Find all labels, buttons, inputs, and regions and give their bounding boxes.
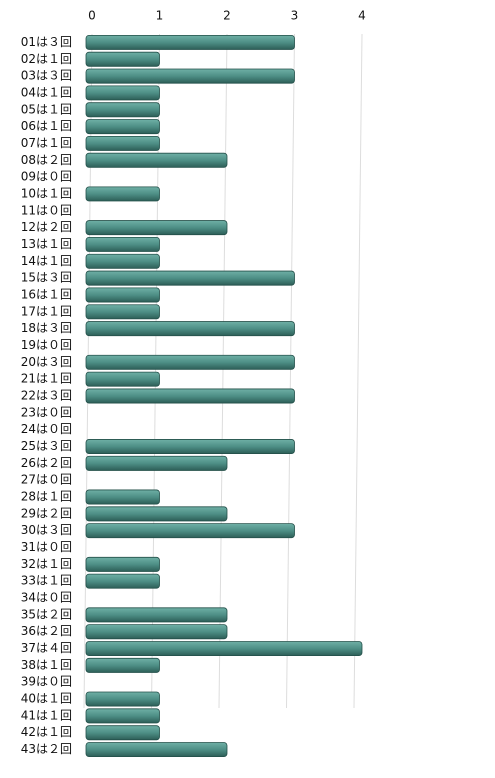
bar — [85, 556, 160, 572]
y-tick-label: 40は１回 — [21, 692, 72, 706]
y-tick-label: 43は２回 — [21, 742, 72, 756]
x-tick-label: 1 — [156, 9, 164, 23]
grid-line — [218, 33, 228, 709]
x-tick-label: 4 — [358, 9, 366, 23]
x-tick-label: 2 — [223, 9, 231, 23]
y-tick-label: 20は３回 — [21, 355, 72, 369]
y-tick-label: 04は１回 — [21, 85, 72, 99]
bar — [85, 270, 295, 286]
bar — [85, 573, 160, 589]
bar — [85, 725, 160, 741]
bar — [85, 657, 160, 673]
y-tick-label: 25は３回 — [21, 439, 72, 453]
bar — [85, 119, 160, 135]
y-tick-label: 27は０回 — [21, 473, 72, 487]
y-tick-label: 42は１回 — [21, 725, 72, 739]
bar — [85, 68, 295, 84]
y-tick-label: 23は０回 — [21, 405, 72, 419]
bar — [85, 253, 160, 269]
y-tick-label: 37は４回 — [21, 641, 72, 655]
y-tick-label: 13は１回 — [21, 237, 72, 251]
y-tick-label: 14は１回 — [21, 254, 72, 268]
y-tick-label: 15は３回 — [21, 271, 72, 285]
grid-line — [151, 33, 160, 709]
y-tick-label: 33は１回 — [21, 574, 72, 588]
x-tick-label: 3 — [291, 9, 299, 23]
bar — [85, 489, 160, 505]
bar — [85, 371, 160, 387]
bar — [85, 321, 295, 337]
bar — [85, 354, 295, 370]
y-tick-label: 11は０回 — [21, 203, 72, 217]
bar — [85, 102, 160, 118]
bar — [85, 388, 295, 404]
bar — [85, 152, 228, 168]
y-tick-label: 01は３回 — [21, 35, 72, 49]
bar — [85, 51, 160, 67]
y-tick-label: 16は１回 — [21, 287, 72, 301]
y-tick-label: 32は１回 — [21, 557, 72, 571]
bar — [85, 85, 160, 101]
y-tick-label: 39は０回 — [21, 675, 72, 689]
y-tick-label: 26は２回 — [21, 456, 72, 470]
y-tick-label: 38は１回 — [21, 658, 72, 672]
y-tick-label: 09は０回 — [21, 170, 72, 184]
y-tick-label: 18は３回 — [21, 321, 72, 335]
y-tick-label: 41は１回 — [21, 708, 72, 722]
bar — [85, 691, 160, 707]
y-tick-label: 07は１回 — [21, 136, 72, 150]
bar — [85, 624, 228, 640]
grid-line — [83, 33, 93, 709]
x-tick-label: 0 — [88, 9, 96, 23]
y-tick-label: 31は０回 — [21, 540, 72, 554]
bar — [85, 742, 228, 758]
y-tick-label: 19は０回 — [21, 338, 72, 352]
bar — [85, 523, 295, 539]
y-tick-label: 24は０回 — [21, 422, 72, 436]
y-tick-label: 06は１回 — [21, 119, 72, 133]
bar — [85, 236, 160, 252]
y-tick-label: 03は３回 — [21, 69, 72, 83]
bar — [85, 220, 228, 236]
bar — [85, 506, 228, 522]
y-tick-label: 10は１回 — [21, 186, 72, 200]
y-tick-label: 02は１回 — [21, 52, 72, 66]
y-tick-label: 05は１回 — [21, 102, 72, 116]
bar — [85, 439, 295, 454]
y-tick-label: 35は２回 — [21, 607, 72, 621]
bar — [85, 641, 363, 657]
y-tick-label: 08は２回 — [21, 153, 72, 167]
bar — [85, 34, 295, 50]
bar — [85, 607, 228, 623]
grid-line — [353, 33, 363, 709]
y-tick-label: 17は１回 — [21, 304, 72, 318]
bar — [85, 135, 160, 151]
y-tick-label: 29は２回 — [21, 506, 72, 520]
y-tick-label: 12は２回 — [21, 220, 72, 234]
y-tick-label: 28は１回 — [21, 490, 72, 504]
y-tick-label: 21は１回 — [21, 372, 72, 386]
bar — [85, 287, 160, 303]
bar — [85, 455, 228, 471]
grid-line — [286, 33, 295, 709]
y-tick-label: 36は２回 — [21, 624, 72, 638]
y-tick-label: 34は０回 — [21, 591, 72, 605]
bar — [85, 186, 160, 202]
bar — [85, 708, 160, 724]
y-tick-label: 30は３回 — [21, 523, 72, 537]
y-tick-label: 22は３回 — [21, 389, 72, 403]
bar — [85, 304, 160, 320]
